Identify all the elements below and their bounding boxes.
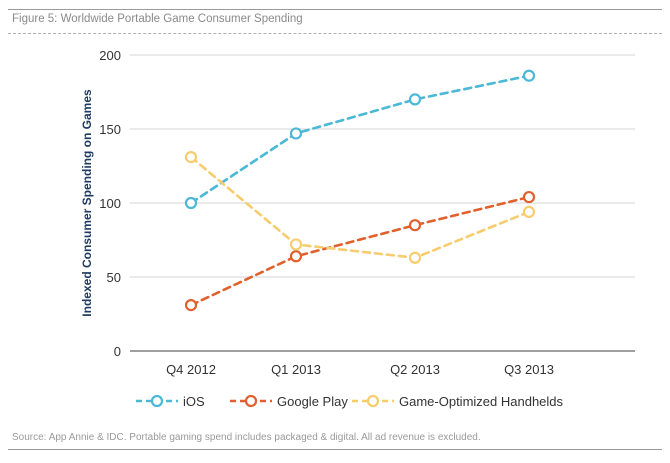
top-rule — [8, 9, 662, 10]
y-tick-label: 200 — [99, 48, 121, 63]
legend-swatch-marker — [244, 394, 258, 408]
legend-item: Game-Optimized Handhelds — [352, 394, 564, 409]
x-tick-label: Q1 2013 — [271, 362, 321, 377]
legend: iOS Google Play Game-Optimized Handhelds — [136, 394, 564, 409]
legend-swatch-marker — [366, 394, 380, 408]
y-tick-label: 100 — [99, 196, 121, 211]
y-tick-label: 0 — [114, 344, 121, 359]
figure-title: Figure 5: Worldwide Portable Game Consum… — [12, 13, 303, 25]
series-lines — [184, 69, 536, 312]
bottom-rule — [8, 449, 662, 450]
series-google-play — [184, 190, 536, 312]
data-point — [184, 196, 198, 210]
legend-label: Game-Optimized Handhelds — [399, 394, 564, 409]
data-point — [184, 299, 198, 312]
legend-label: Google Play — [277, 394, 348, 409]
data-point — [289, 127, 303, 140]
data-point — [408, 93, 422, 106]
data-point — [184, 151, 198, 164]
legend-item: iOS — [136, 394, 205, 409]
legend-swatch-marker — [150, 394, 164, 408]
y-axis-label: Indexed Consumer Spending on Games — [80, 89, 94, 317]
data-point — [408, 251, 422, 264]
data-point — [408, 219, 422, 232]
series-game-optimized-handhelds — [184, 151, 536, 264]
source-note: Source: App Annie & IDC. Portable gaming… — [12, 432, 481, 443]
x-tick-label: Q4 2012 — [166, 362, 216, 377]
y-tick-label: 50 — [107, 270, 121, 285]
series-line — [189, 74, 531, 205]
legend-item: Google Play — [230, 394, 348, 409]
legend-label: iOS — [183, 394, 205, 409]
series-line — [189, 155, 531, 260]
series-ios — [184, 69, 536, 210]
series-line — [189, 195, 531, 307]
data-point — [289, 238, 303, 251]
x-tick-labels: Q4 2012 Q1 2013 Q2 2013 Q3 2013 — [166, 362, 554, 377]
x-tick-label: Q3 2013 — [504, 362, 554, 377]
x-tick-label: Q2 2013 — [390, 362, 440, 377]
grid-lines — [130, 54, 635, 352]
data-point — [522, 205, 536, 218]
data-point — [522, 190, 536, 204]
y-tick-labels: 0 50 100 150 200 — [99, 48, 121, 359]
title-divider — [8, 33, 662, 34]
y-tick-label: 150 — [99, 122, 121, 137]
data-point — [289, 250, 303, 263]
data-point — [522, 69, 536, 82]
